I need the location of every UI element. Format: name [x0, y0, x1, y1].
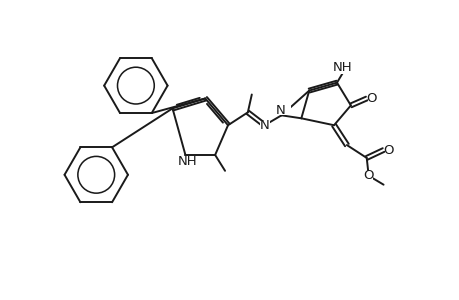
Text: N: N [259, 119, 269, 132]
Text: NH: NH [177, 155, 197, 168]
Bar [331, 64, 353, 74]
Bar [175, 157, 195, 167]
Bar [367, 94, 375, 103]
Bar [364, 171, 372, 180]
Text: O: O [366, 92, 376, 105]
Bar [384, 146, 392, 154]
Text: O: O [382, 143, 393, 157]
Bar [269, 105, 291, 115]
Text: O: O [363, 169, 373, 182]
Bar [259, 121, 269, 130]
Text: NH: NH [332, 61, 352, 74]
Text: N: N [275, 104, 285, 117]
